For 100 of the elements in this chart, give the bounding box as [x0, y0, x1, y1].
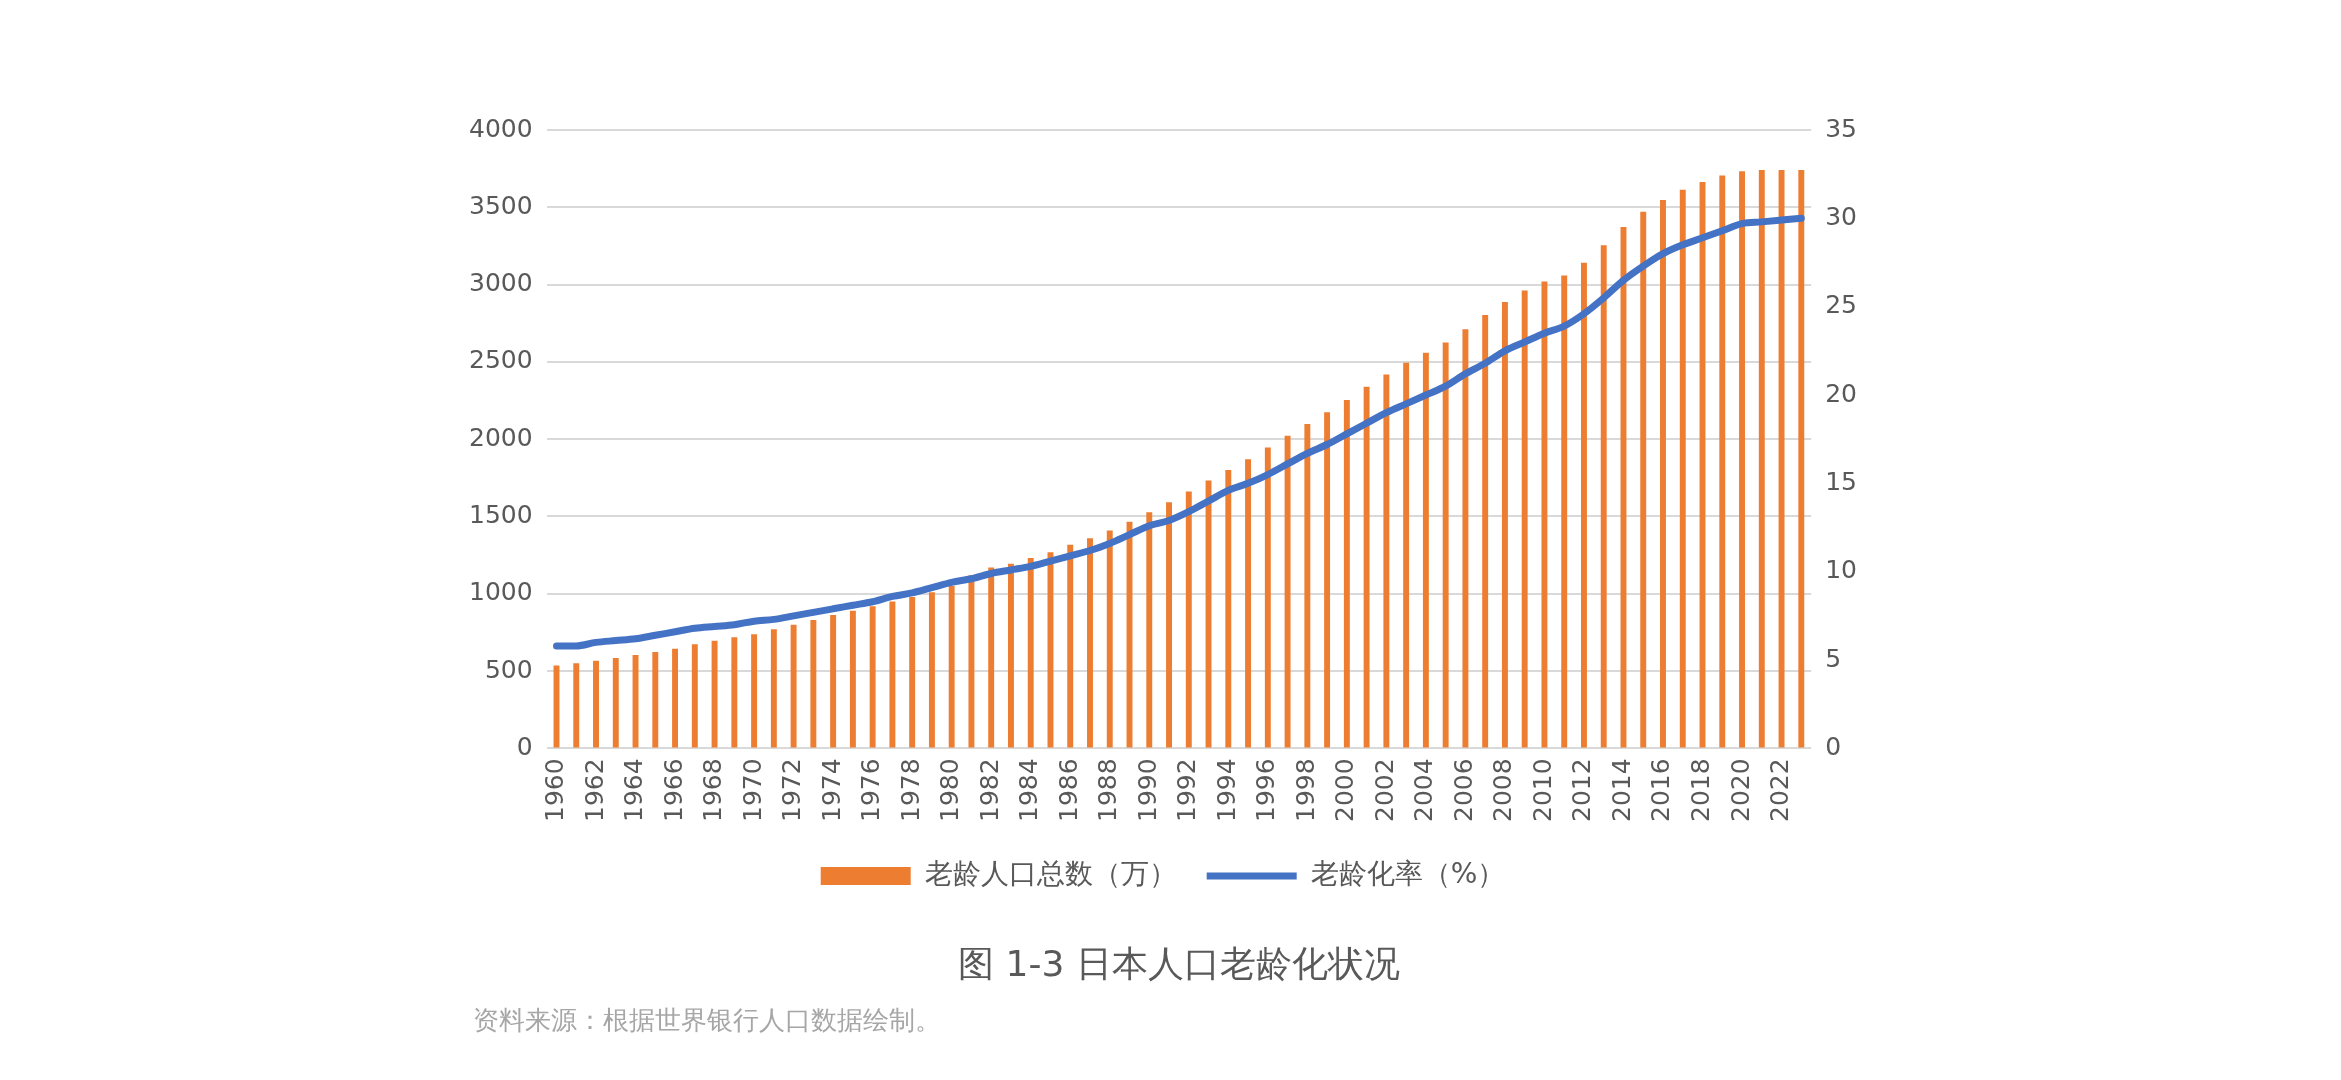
bar	[948, 586, 955, 748]
bar	[1343, 399, 1350, 748]
bar	[1739, 171, 1745, 748]
legend-label: 老龄化率（%）	[1310, 857, 1506, 891]
x-tick-label: 2018	[1686, 758, 1716, 822]
x-tick-label: 2020	[1725, 758, 1755, 822]
x-tick-label: 2016	[1646, 758, 1676, 822]
bar	[1245, 459, 1252, 748]
x-tick-label: 2014	[1606, 758, 1636, 822]
bar	[968, 575, 975, 748]
y-tick-label: 500	[484, 654, 533, 684]
bar	[1027, 558, 1034, 748]
x-tick-label: 1988	[1093, 758, 1123, 822]
bar	[790, 624, 797, 748]
bar	[1679, 189, 1686, 748]
bar	[612, 658, 619, 748]
bar	[869, 606, 876, 748]
x-tick-label: 1970	[737, 758, 767, 822]
x-tick-label: 2006	[1448, 758, 1478, 822]
y2-tick-label: 0	[1825, 731, 1842, 761]
bar	[1067, 544, 1074, 748]
bar	[1541, 281, 1548, 748]
bar	[711, 640, 718, 748]
y2-tick-label: 35	[1825, 113, 1857, 143]
x-tick-label: 1972	[777, 758, 807, 822]
x-tick-label: 1974	[816, 758, 846, 822]
y-tick-label: 1000	[469, 577, 533, 607]
y2-tick-label: 5	[1825, 643, 1842, 673]
y2-tick-label: 10	[1825, 555, 1857, 585]
x-tick-label: 1994	[1211, 758, 1241, 822]
x-tick-label: 1960	[540, 758, 569, 822]
x-tick-label: 2002	[1369, 758, 1399, 822]
bar	[1264, 447, 1271, 748]
bar	[1422, 352, 1429, 748]
bar	[1462, 329, 1469, 748]
bar	[849, 610, 856, 748]
text: 资料来源：根据世界银行人口数据绘制。	[473, 1004, 941, 1035]
bar	[1758, 169, 1765, 748]
bar	[1106, 530, 1113, 748]
y2-tick-label: 20	[1825, 378, 1857, 408]
bar	[1660, 200, 1666, 748]
x-tick-label: 1962	[579, 758, 609, 822]
bar	[1640, 211, 1647, 748]
x-tick-label: 1966	[658, 758, 688, 822]
bar	[1482, 315, 1489, 748]
bar	[1324, 412, 1331, 748]
bar	[988, 567, 995, 748]
bar	[1719, 175, 1726, 748]
bar	[1561, 275, 1568, 748]
x-tick-label: 1984	[1014, 758, 1044, 822]
y-tick-label: 4000	[469, 113, 533, 143]
bar	[1442, 342, 1449, 748]
x-tick-label: 1964	[619, 758, 649, 822]
bar	[1383, 374, 1390, 748]
x-tick-label: 1980	[935, 758, 965, 822]
x-tick-label: 2000	[1330, 758, 1360, 822]
legend-label: 老龄人口总数（万）	[924, 857, 1177, 891]
x-tick-label: 1968	[698, 758, 728, 822]
bar	[1166, 502, 1172, 748]
bar	[1403, 362, 1410, 748]
bar	[1304, 424, 1311, 748]
bar	[909, 596, 916, 748]
y-tick-label: 1500	[469, 499, 533, 529]
x-tick-label: 1996	[1251, 758, 1281, 822]
bar	[1007, 563, 1014, 748]
bar	[1185, 491, 1192, 748]
x-tick-label: 2010	[1527, 758, 1557, 822]
bar	[1087, 538, 1093, 748]
x-tick-label: 1976	[856, 758, 886, 822]
bar	[1146, 512, 1153, 748]
bar	[672, 648, 679, 748]
y-tick-label: 2500	[469, 345, 533, 375]
x-tick-label: 2008	[1488, 758, 1518, 822]
bar	[1600, 245, 1607, 748]
x-tick-label: 2012	[1567, 758, 1597, 822]
bar	[751, 634, 758, 748]
text: 图 1-3 日本人口老龄化状况	[958, 943, 1400, 985]
x-tick-label: 1990	[1132, 758, 1162, 822]
bar	[1501, 301, 1508, 748]
y2-tick-label: 15	[1825, 466, 1857, 496]
bar	[928, 592, 935, 748]
y-tick-label: 2000	[469, 422, 533, 452]
bar	[1363, 386, 1370, 748]
x-tick-label: 1992	[1172, 758, 1202, 822]
bar	[1778, 169, 1785, 748]
y-tick-label: 0	[516, 731, 533, 761]
bar	[889, 601, 896, 748]
bar	[691, 644, 698, 748]
bar	[810, 619, 817, 748]
x-tick-label: 1978	[895, 758, 925, 822]
y2-tick-label: 30	[1825, 201, 1857, 231]
y-tick-label: 3500	[469, 190, 533, 220]
x-tick-label: 2022	[1765, 758, 1795, 822]
x-tick-label: 1998	[1290, 758, 1320, 822]
x-tick-label: 1982	[974, 758, 1004, 822]
bar	[652, 651, 659, 748]
bar	[1225, 470, 1232, 748]
x-tick-label: 1986	[1053, 758, 1083, 822]
bar	[1521, 290, 1528, 748]
bar	[1284, 435, 1291, 748]
